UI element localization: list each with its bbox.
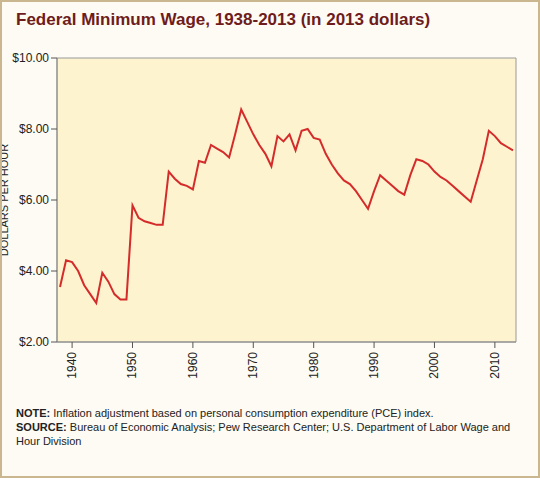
svg-text:$8.00: $8.00 xyxy=(19,122,49,136)
svg-text:$10.00: $10.00 xyxy=(12,51,49,65)
svg-text:1940: 1940 xyxy=(65,352,79,379)
svg-text:DOLLARS PER HOUR: DOLLARS PER HOUR xyxy=(8,144,10,257)
svg-text:2010: 2010 xyxy=(488,352,502,379)
svg-text:1970: 1970 xyxy=(246,352,260,379)
html-text:SOURCE: Bureau of Economic Ana: SOURCE: Bureau of Economic Analysis; Pew… xyxy=(16,421,511,447)
svg-text:$4.00: $4.00 xyxy=(19,264,49,278)
svg-text:1990: 1990 xyxy=(367,352,381,379)
svg-text:2000: 2000 xyxy=(427,352,441,379)
svg-text:$2.00: $2.00 xyxy=(19,335,49,349)
svg-text:1950: 1950 xyxy=(125,352,139,379)
html-text:Federal Minimum Wage, 1938-201: Federal Minimum Wage, 1938-2013 (in 2013… xyxy=(16,10,431,29)
svg-text:$6.00: $6.00 xyxy=(19,193,49,207)
svg-text:1960: 1960 xyxy=(186,352,200,379)
svg-text:1980: 1980 xyxy=(307,352,321,379)
html-text:NOTE: Inflation adjustment bas: NOTE: Inflation adjustment based on pers… xyxy=(16,407,434,419)
